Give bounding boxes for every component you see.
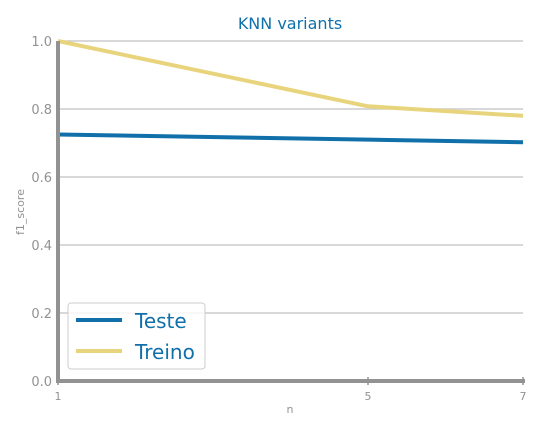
series-layer — [57, 39, 524, 145]
legend-label-treino: Treino — [134, 340, 195, 364]
y-tick-label: 0.0 — [31, 375, 52, 390]
series-line-treino — [57, 39, 524, 118]
x-tick-label: 5 — [365, 390, 372, 403]
axes-layer — [56, 41, 525, 383]
series-line-teste — [57, 132, 524, 145]
x-axis-label: n — [287, 403, 294, 416]
y-tick-label: 0.2 — [31, 307, 52, 322]
x-tick-label: 7 — [520, 390, 527, 403]
grid-layer — [58, 40, 523, 314]
y-tick-label: 0.8 — [31, 103, 52, 118]
chart-title: KNN variants — [238, 14, 342, 33]
y-tick-label: 1.0 — [31, 35, 52, 50]
y-tick-label: 0.4 — [31, 239, 52, 254]
legend: Teste Treino — [67, 302, 206, 370]
x-tick-label: 1 — [55, 390, 62, 403]
ticks-layer: 0.0 0.2 0.4 0.6 0.8 1.0 1 5 7 — [31, 35, 526, 403]
y-axis-label: f1_score — [14, 189, 27, 235]
legend-label-teste: Teste — [134, 309, 187, 333]
y-tick-label: 0.6 — [31, 171, 52, 186]
